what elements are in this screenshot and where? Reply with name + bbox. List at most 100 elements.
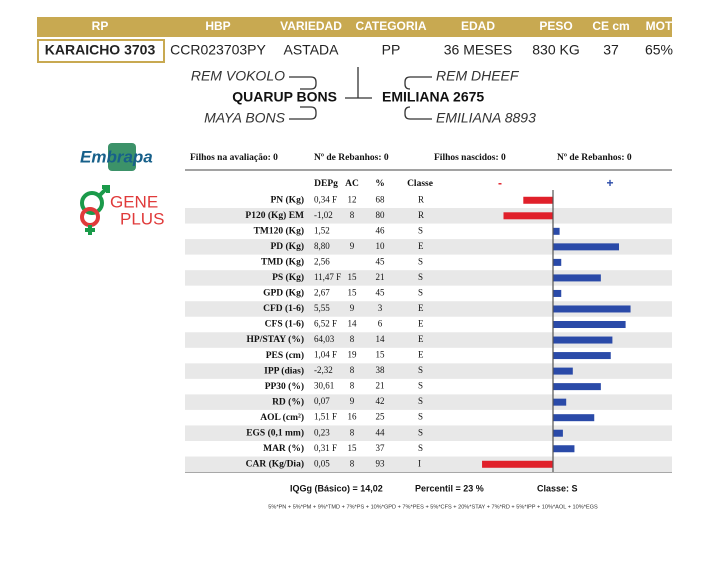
trait: CFS (1-6) (265, 319, 304, 330)
row-shade (185, 239, 672, 255)
trait: PN (Kg) (270, 194, 304, 205)
percent: 37 (376, 443, 386, 453)
bar (553, 383, 601, 391)
row-shade (185, 363, 672, 379)
percent: 21 (376, 381, 385, 391)
row-shade (185, 270, 672, 286)
bar (553, 429, 563, 437)
class: I (418, 458, 421, 468)
scale-minus: - (498, 176, 502, 190)
dep: 0,31 F (314, 443, 337, 453)
dep: 1,52 (314, 225, 330, 235)
ac: 15 (348, 272, 358, 282)
bar (553, 227, 560, 235)
header-label: PESO (539, 19, 572, 33)
ac: 8 (350, 427, 355, 437)
bar (553, 367, 573, 375)
dep: 5,55 (314, 303, 330, 313)
info: Nº de Rebanhos: 0 (314, 153, 389, 163)
embrapa-logo: Embrapa (80, 147, 153, 166)
summary: IQGg (Básico) = 14,02 (290, 483, 383, 493)
ac: 8 (350, 365, 355, 375)
dep: 2,56 (314, 256, 330, 266)
embrapa-shape (108, 143, 136, 171)
trait: PES (cm) (266, 350, 304, 361)
header-value: 65% (645, 42, 673, 58)
pedigree-name: MAYA BONS (204, 110, 286, 126)
class: S (418, 225, 423, 235)
dep: 0,34 F (314, 194, 337, 204)
trait: TM120 (Kg) (254, 226, 304, 237)
dep: 2,67 (314, 288, 330, 298)
row-shade (185, 301, 672, 317)
ac: 15 (348, 288, 358, 298)
bar (553, 243, 619, 251)
pedigree-name: REM VOKOLO (191, 68, 285, 84)
row-shade (185, 394, 672, 410)
header-value: 36 MESES (444, 42, 512, 58)
percent: 6 (378, 319, 383, 329)
pedigree-name: QUARUP BONS (232, 89, 337, 105)
dep: 0,23 (314, 427, 330, 437)
bar (482, 460, 553, 468)
class: E (418, 334, 424, 344)
header-label: CE cm (592, 19, 629, 33)
class: S (418, 288, 423, 298)
bar (553, 305, 631, 313)
trait: PD (Kg) (270, 241, 304, 252)
trait: PS (Kg) (272, 272, 304, 283)
bar (523, 196, 553, 204)
row-shade (185, 208, 672, 224)
ac: 9 (350, 303, 355, 313)
trait: CFD (1-6) (263, 303, 304, 314)
header-label: EDAD (461, 19, 495, 33)
class: S (418, 412, 423, 422)
percent: 44 (376, 427, 386, 437)
bar (553, 414, 595, 422)
percent: 15 (376, 350, 386, 360)
class: E (418, 241, 424, 251)
geneplus-logo: GENE (110, 192, 158, 211)
dep: 64,03 (314, 334, 335, 344)
dep: 8,80 (314, 241, 330, 251)
dep: -1,02 (314, 210, 333, 220)
dep: 1,51 F (314, 412, 337, 422)
percent: 14 (376, 334, 386, 344)
bar (553, 336, 613, 344)
dep: 0,05 (314, 458, 330, 468)
percent: 45 (376, 256, 386, 266)
class: E (418, 319, 424, 329)
percent: 3 (378, 303, 383, 313)
trait: CAR (Kg/Dia) (246, 458, 304, 469)
ac: 8 (350, 458, 355, 468)
formula: 5%*PN + 5%*PM + 9%*TMD + 7%*PS + 10%*GPD… (268, 504, 598, 510)
bar (553, 398, 567, 406)
class: S (418, 443, 423, 453)
class: E (418, 350, 424, 360)
percent: 93 (376, 458, 386, 468)
class: S (418, 272, 423, 282)
trait: HP/STAY (%) (247, 334, 304, 345)
info: Filhos na avaliação: 0 (190, 153, 278, 163)
class: S (418, 256, 423, 266)
dep: 6,52 F (314, 319, 337, 329)
bar (553, 274, 601, 282)
ac: 12 (348, 194, 357, 204)
ac: 19 (348, 350, 358, 360)
percent: 46 (376, 225, 386, 235)
bar (553, 321, 626, 329)
class: S (418, 365, 423, 375)
dep: 0,07 (314, 396, 330, 406)
trait: AOL (cm²) (260, 412, 304, 423)
trait: EGS (0,1 mm) (246, 427, 304, 438)
ac: 8 (350, 210, 355, 220)
geneplus-icon (80, 185, 110, 235)
header-label: HBP (205, 19, 230, 33)
header-value: PP (382, 42, 401, 58)
class: E (418, 303, 424, 313)
trait: PP30 (%) (265, 381, 304, 392)
ac: 8 (350, 334, 355, 344)
pedigree-lines (289, 67, 432, 120)
percent: 25 (376, 412, 386, 422)
